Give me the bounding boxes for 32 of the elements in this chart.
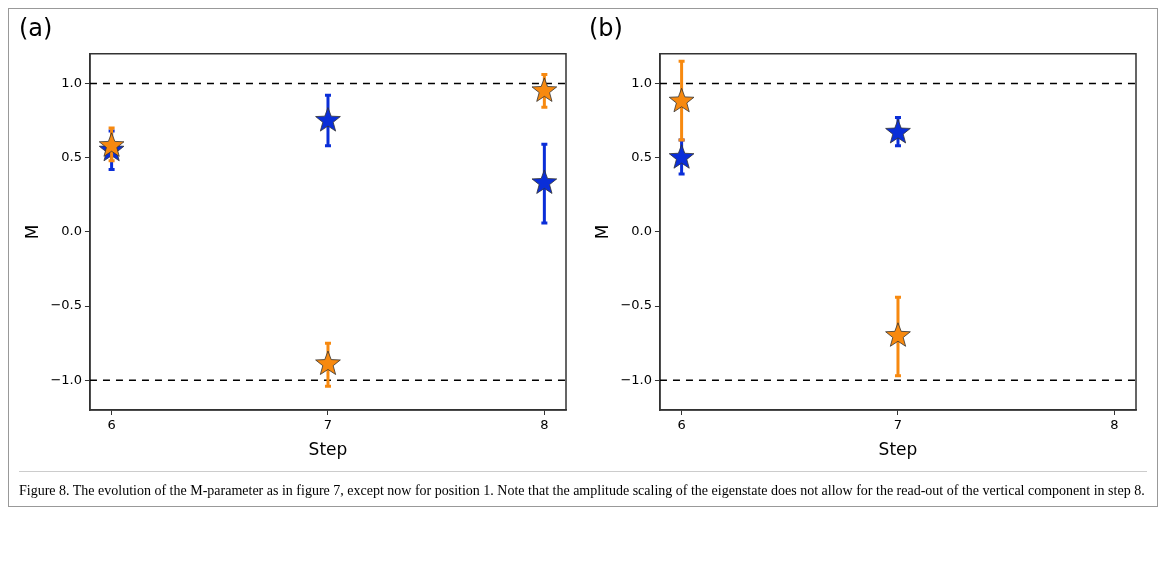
x-tick-label: 6 xyxy=(107,417,116,433)
x-tick-label: 7 xyxy=(893,417,903,433)
point xyxy=(315,350,341,375)
y-tick-label: 1.0 xyxy=(61,74,82,90)
point xyxy=(531,169,558,194)
y-tick-label: 0.5 xyxy=(631,149,652,165)
x-tick-label: 6 xyxy=(677,417,686,433)
caption: Figure 8. The evolution of the M-parameter as in figure 7, except now for position 1. Note that the amplitude scaling of the eigenstate does not allow for the read-out of the vertical component in step 8. xyxy=(19,482,1146,500)
y-tick-label: −0.5 xyxy=(50,297,82,313)
x-tick-label: 8 xyxy=(1110,417,1119,433)
x-axis-title: Step xyxy=(878,439,918,460)
point xyxy=(315,107,341,132)
y-tick-label: 0.5 xyxy=(61,149,82,165)
y-tick-label: 0.0 xyxy=(61,223,82,239)
y-axis-title: M xyxy=(21,224,42,240)
x-tick-label: 7 xyxy=(323,417,333,433)
point xyxy=(885,322,911,347)
point xyxy=(885,119,911,144)
y-tick-label: 1.0 xyxy=(631,74,652,90)
chart-title: (b) xyxy=(589,13,623,42)
x-axis-title: Step xyxy=(308,439,348,460)
point xyxy=(668,144,695,169)
y-tick-label: 0.0 xyxy=(631,223,652,239)
point xyxy=(531,77,558,102)
y-tick-label: −1.0 xyxy=(50,371,82,387)
chart-title: (a) xyxy=(19,13,53,42)
y-tick-label: −0.5 xyxy=(620,297,652,313)
y-tick-label: −1.0 xyxy=(620,371,652,387)
x-tick-label: 8 xyxy=(540,417,549,433)
point xyxy=(668,87,695,113)
y-axis-title: M xyxy=(591,224,612,240)
point xyxy=(98,132,125,157)
